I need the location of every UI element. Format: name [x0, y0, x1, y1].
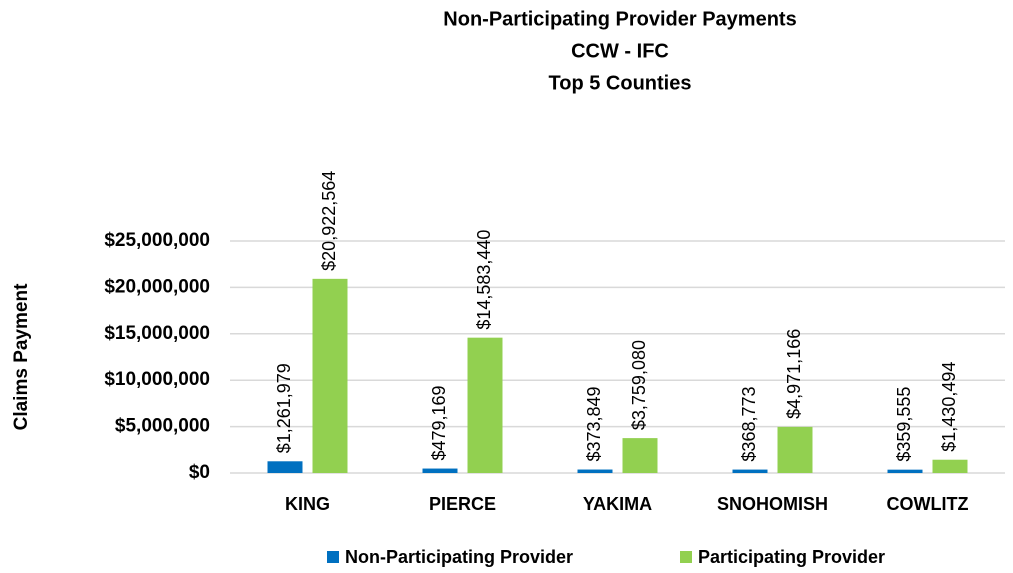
y-tick-label: $5,000,000 [115, 416, 210, 437]
value-label: $1,430,494 [939, 362, 959, 452]
bar [932, 459, 968, 473]
y-axis-label: Claims Payment [11, 283, 32, 430]
chart-title: CCW - IFC [571, 40, 669, 62]
y-tick-label: $25,000,000 [104, 230, 210, 251]
value-label: $20,922,564 [319, 171, 339, 271]
value-label: $4,971,166 [784, 329, 804, 419]
legend-swatch [327, 551, 339, 563]
x-tick-label: KING [285, 494, 330, 514]
bar [732, 469, 768, 473]
bar [422, 468, 458, 473]
bar [467, 337, 503, 473]
value-label: $368,773 [739, 386, 759, 461]
value-label: $373,849 [584, 386, 604, 461]
chart-title: Non-Participating Provider Payments [443, 8, 796, 30]
x-tick-label: YAKIMA [583, 494, 652, 514]
x-tick-label: COWLITZ [887, 494, 969, 514]
y-tick-label: $10,000,000 [104, 369, 210, 390]
bar [777, 426, 813, 473]
value-label: $359,555 [894, 387, 914, 462]
bar [267, 461, 303, 473]
value-label: $1,261,979 [274, 363, 294, 453]
bar [622, 438, 658, 473]
legend-swatch [680, 551, 692, 563]
bar [577, 469, 613, 473]
bar [887, 469, 923, 473]
x-tick-label: PIERCE [429, 494, 496, 514]
bar [312, 278, 348, 473]
value-label: $14,583,440 [474, 230, 494, 330]
value-label: $479,169 [429, 385, 449, 460]
y-tick-label: $15,000,000 [104, 323, 210, 344]
chart-title: Top 5 Counties [549, 72, 692, 94]
y-tick-label: $0 [189, 462, 210, 483]
legend-label: Non-Participating Provider [345, 547, 573, 567]
x-tick-label: SNOHOMISH [717, 494, 828, 514]
value-label: $3,759,080 [629, 340, 649, 430]
y-tick-label: $20,000,000 [104, 276, 210, 297]
legend-label: Participating Provider [698, 547, 885, 567]
